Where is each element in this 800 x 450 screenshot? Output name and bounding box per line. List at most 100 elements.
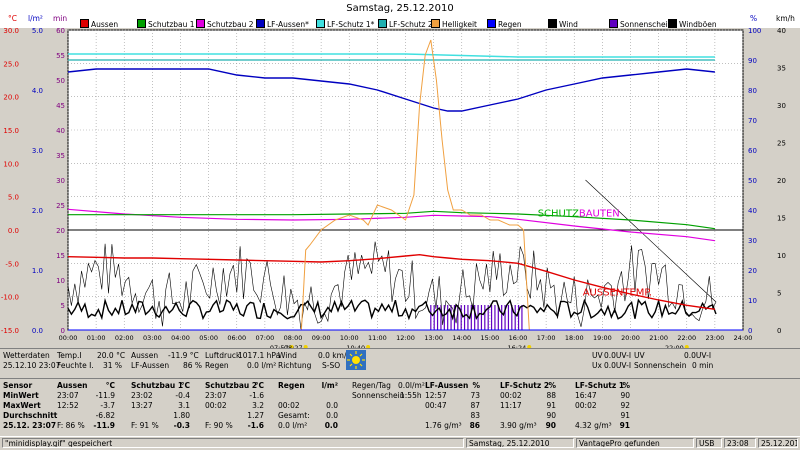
out-temp-value: -11.9 °C (168, 351, 199, 360)
marker-dot-3 (527, 345, 532, 348)
stats-panel: Sensor MinWert MaxWert Durchschnitt 25.12. 2… (0, 378, 800, 436)
x-tick-15: 15:00 (481, 334, 500, 342)
regen-value-1: 0.0 (326, 401, 338, 410)
temp-tick-8: -10.0 (1, 294, 19, 302)
rain-tick-5: 0.0 (32, 327, 43, 335)
legend-item-8: Wind (548, 19, 578, 29)
sb1-time-1: 13:27 (131, 401, 153, 410)
min-tick-9: 15 (56, 252, 65, 260)
sunshine-day-label: Sonnenschein (352, 391, 405, 400)
uv-label: UV (592, 351, 603, 360)
legend-item-5: LF-Schutz 2* (378, 19, 436, 29)
legend-swatch-4 (316, 19, 325, 28)
x-tick-20: 20:00 (621, 334, 640, 342)
x-tick-17: 17:00 (537, 334, 556, 342)
status-time: 23:08 (724, 438, 756, 448)
sb1-value-2: 1.80 (173, 411, 190, 420)
legend-item-0: Aussen (80, 19, 119, 29)
legend-item-6: Helligkeit (431, 19, 477, 29)
legend-label-7: Regen (498, 20, 522, 29)
lf1-value-3: 91 (619, 421, 630, 430)
direction-value: S-SO (322, 361, 341, 370)
x-tick-8: 08:00 (284, 334, 303, 342)
wind-tick-5: 15 (777, 215, 786, 223)
pressure-label: Luftdruck (205, 351, 241, 360)
rain-unit: l/m² (28, 14, 43, 23)
chart-header: Samstag, 25.12.2010 Aussen Schutzbau 1 Sch… (0, 0, 800, 29)
x-tick-10: 10:00 (340, 334, 359, 342)
lf1-time-1: 00:02 (575, 401, 597, 410)
legend-swatch-5 (378, 19, 387, 28)
aussen-value-0: -11.9 (95, 391, 115, 400)
x-tick-9: 09:00 (312, 334, 331, 342)
x-tick-6: 06:00 (227, 334, 246, 342)
sb1-header: Schutzbau 1 (131, 381, 184, 390)
x-tick-16: 16:00 (509, 334, 528, 342)
hum-in-value: 31 % (103, 361, 123, 370)
helligkeit-line (300, 39, 530, 331)
lf-aussen-line (67, 68, 715, 112)
lf2-value-0: 88 (546, 391, 556, 400)
x-tick-12: 12:00 (396, 334, 415, 342)
lfa-value-0: 73 (470, 391, 480, 400)
lf1-value-0: 90 (620, 391, 630, 400)
stats-rowlabel-1: MinWert (3, 391, 39, 400)
x-tick-14: 14:00 (452, 334, 471, 342)
hum-tick-5: 50 (748, 177, 757, 185)
wind-value: 0.0 km/h (318, 351, 352, 360)
temp-tick-1: 25.0 (3, 60, 19, 68)
sb2-value-2: 1.27 (247, 411, 264, 420)
temp-tick-3: 15.0 (3, 127, 19, 135)
rain-tick-3: 2.0 (32, 207, 43, 215)
marker-label-1: 08:27 (284, 344, 303, 348)
aussen-header: Aussen (57, 381, 88, 390)
legend-label-3: LF-Aussen* (267, 20, 309, 29)
current-values-panel: Wetterdaten 25.12.10 23:07 Temp.I 20.0 °… (0, 348, 800, 378)
out-hum-value: 86 % (183, 361, 203, 370)
lfa-time-0: 12:57 (425, 391, 447, 400)
sb2-time-3: F: 90 % (205, 421, 233, 430)
x-tick-5: 05:00 (199, 334, 218, 342)
regen-value-3: 0.0 (324, 421, 338, 430)
rain-label: Regen (205, 361, 229, 370)
temp-tick-6: 0.0 (8, 227, 19, 235)
lfa-unit: % (472, 381, 480, 390)
regen-header: Regen (278, 381, 305, 390)
min-tick-11: 5 (61, 302, 65, 310)
wind-tick-3: 25 (777, 140, 786, 148)
legend-swatch-1 (137, 19, 146, 28)
legend-item-3: LF-Aussen* (256, 19, 309, 29)
x-tick-7: 07:00 (256, 334, 275, 342)
lf2-value-3: 90 (545, 421, 556, 430)
min-tick-2: 50 (56, 77, 65, 85)
rain-day-label: Regen/Tag (352, 381, 391, 390)
sb1-time-0: 23:02 (131, 391, 153, 400)
x-tick-0: 00:00 (59, 334, 78, 342)
stats-rowlabel-4: 25.12. 23:07 (3, 421, 57, 430)
stats-rowlabel-3: Durchschnitt (3, 411, 58, 420)
chart-title: Samstag, 25.12.2010 (346, 3, 454, 14)
aussen-value-2: -6.82 (95, 411, 115, 420)
status-today: 25.12.2010 (758, 438, 798, 448)
x-tick-24: 24:00 (734, 334, 753, 342)
temp-in-value: 20.0 °C (97, 351, 126, 360)
out-temp-label: Aussen (131, 351, 159, 360)
temp-in-label: Temp.I (57, 351, 82, 360)
legend-label-0: Aussen (91, 20, 119, 29)
legend-swatch-0 (80, 19, 89, 28)
marker-dot-1 (303, 345, 308, 348)
legend-label-10: Windböen (679, 20, 717, 29)
legend-label-4: LF-Schutz 1* (327, 20, 375, 29)
lf-schutz1-line (68, 53, 715, 58)
legend-item-2: Schutzbau 2 (196, 19, 254, 29)
regen-value-2: 0.0 (326, 411, 338, 420)
legend-label-1: Schutzbau 1 (148, 20, 195, 29)
x-tick-21: 21:00 (649, 334, 668, 342)
sb2-time-0: 23:07 (205, 391, 227, 400)
rain-tick-0: 5.0 (32, 28, 43, 35)
hum-tick-6: 40 (748, 207, 757, 215)
x-tick-13: 13:00 (424, 334, 443, 342)
marker-label-0: 07:57 (270, 344, 289, 348)
rain-day-value: 0.0l/m² (398, 381, 425, 390)
annotation-0: SCHUTZBAUTEN (538, 209, 620, 220)
